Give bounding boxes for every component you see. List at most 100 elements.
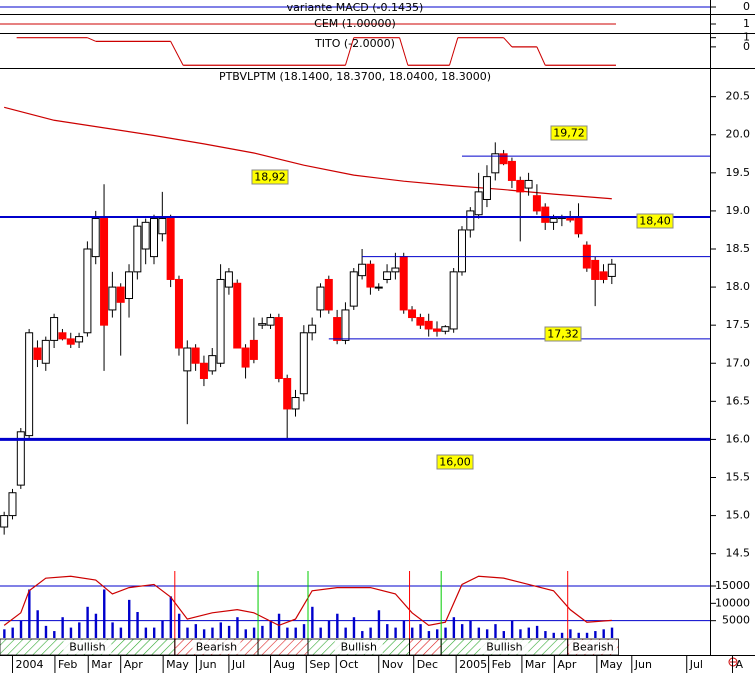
trend-label-box <box>63 640 112 654</box>
y-tick-label: 15000 <box>715 579 750 592</box>
volume-bar <box>544 631 547 638</box>
volume-bar <box>535 625 539 638</box>
volume-bar <box>344 627 347 638</box>
y-tick-label: 18.0 <box>726 280 751 293</box>
volume-bar <box>261 625 264 638</box>
candle-body <box>482 176 491 200</box>
candle-body <box>116 286 125 303</box>
y-tick-label: 0 <box>743 0 750 13</box>
volume-bar <box>377 610 381 638</box>
stochastic-line <box>3 575 612 627</box>
candle-body <box>208 355 217 372</box>
step-connector <box>344 37 355 66</box>
candle-body <box>383 271 392 280</box>
candle-body <box>274 317 283 379</box>
candle-body <box>149 218 158 258</box>
candle-body <box>291 397 300 410</box>
volume-bar <box>311 606 314 638</box>
volume-bar <box>111 622 114 638</box>
candle-body <box>333 317 342 341</box>
candle-body <box>33 347 42 360</box>
candle-body <box>516 179 525 193</box>
volume-bar <box>186 627 189 638</box>
panel-title: variante MACD (-0.1435) <box>287 1 424 14</box>
volume-bar <box>227 625 231 638</box>
candle-body <box>599 271 608 280</box>
candle-body <box>341 309 350 341</box>
step-connector <box>449 37 459 66</box>
trend-label: Bullish <box>69 641 105 654</box>
volume-bar <box>519 629 522 638</box>
candle-body <box>75 336 84 343</box>
x-tick-label: 2005 <box>459 658 487 671</box>
volume-bar <box>419 624 422 638</box>
volume-bar <box>444 627 447 638</box>
x-tick-label: Feb <box>58 658 77 671</box>
level-label-box <box>251 169 289 185</box>
x-tick-label: Nov <box>382 658 404 671</box>
trend-label: Bullish <box>486 641 522 654</box>
candle-body <box>607 263 616 277</box>
x-tick-label: Feb <box>492 658 511 671</box>
candle-body <box>491 153 500 174</box>
volume-bar <box>610 627 614 638</box>
candle-body <box>466 210 475 231</box>
candle-body <box>358 263 367 277</box>
candle-body <box>224 271 233 288</box>
trend-label-box <box>334 640 383 654</box>
volume-bar <box>327 620 331 638</box>
x-tick-label: Jun <box>634 658 652 671</box>
volume-bar <box>19 620 23 638</box>
volume-bar <box>244 629 247 638</box>
level-label-box <box>436 454 474 470</box>
trend-label: Bearish <box>196 641 237 654</box>
x-tick-label: May <box>166 658 189 671</box>
panel-title: TITO (-2.0000) <box>314 37 395 50</box>
volume-bar <box>585 632 589 638</box>
volume-bar <box>78 622 81 638</box>
volume-bar <box>577 632 580 638</box>
candle-body <box>457 229 466 273</box>
moving-average <box>4 106 612 200</box>
volume-bar <box>177 613 181 638</box>
x-tick-label: Mar <box>91 658 112 671</box>
trend-label-box <box>480 640 529 654</box>
level-label: 18,40 <box>639 215 671 228</box>
level-label: 16,00 <box>439 456 471 469</box>
candle-body <box>316 286 325 311</box>
volume-bar <box>11 627 14 638</box>
volume-bar <box>394 627 397 638</box>
volume-bar <box>61 617 64 638</box>
y-tick-label: 1 <box>743 17 750 30</box>
y-tick-label: 15.5 <box>726 471 751 484</box>
candle-body <box>349 271 358 307</box>
candle-body <box>266 317 275 326</box>
y-tick-label: 17.0 <box>726 356 751 369</box>
candle-body <box>258 323 267 326</box>
candle-body <box>499 153 508 165</box>
volume-bar <box>119 627 123 638</box>
y-tick-label: 16.0 <box>726 432 751 445</box>
candle-body <box>0 515 9 528</box>
x-tick-label: Dec <box>417 658 438 671</box>
candle-body <box>58 332 67 340</box>
step-connector <box>399 37 409 66</box>
volume-bar <box>602 629 605 638</box>
x-tick-label: Oct <box>339 658 359 671</box>
trend-label-box <box>192 640 241 654</box>
candle-body <box>524 179 533 189</box>
volume-bar <box>211 627 214 638</box>
candle-body <box>133 225 142 273</box>
level-label-box <box>544 326 582 342</box>
volume-bar <box>86 606 89 638</box>
level-label-box <box>636 213 674 229</box>
candle-body <box>507 160 516 181</box>
candle-body <box>8 492 17 517</box>
candle-body <box>183 347 192 372</box>
candle-body <box>241 347 250 368</box>
volume-bar <box>552 632 555 638</box>
volume-bar <box>510 620 514 638</box>
